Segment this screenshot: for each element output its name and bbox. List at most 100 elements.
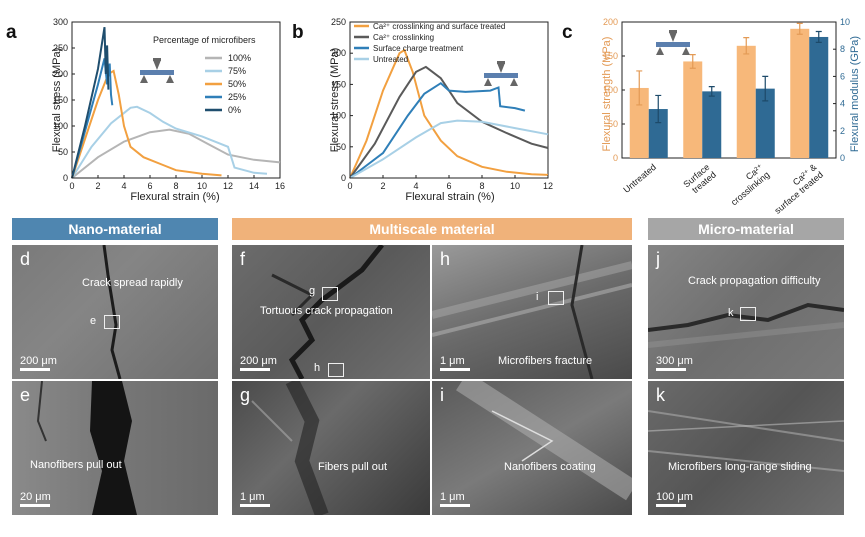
error-bar xyxy=(655,94,662,124)
caption-j: Crack propagation difficulty xyxy=(688,275,821,287)
y-tick-label: 150 xyxy=(53,95,68,105)
panel-label-c: c xyxy=(562,22,573,43)
zoom-box-label: e xyxy=(90,315,97,327)
y-tick-label: 100 xyxy=(53,121,68,131)
three-point-bending-icon xyxy=(140,58,174,83)
y-tick-label: 200 xyxy=(53,69,68,79)
error-bar xyxy=(762,75,769,102)
y-tick-label-right: 8 xyxy=(840,44,845,54)
panel-label-j: j xyxy=(656,249,660,269)
legend-label: Untreated xyxy=(373,55,408,64)
fiber-texture xyxy=(648,410,844,472)
caption-i: Nanofibers coating xyxy=(504,461,596,473)
fiber-texture xyxy=(456,381,632,501)
y-tick-label: 300 xyxy=(53,17,68,27)
y-tick-label-right: 4 xyxy=(840,99,845,109)
y-tick-label-left: 100 xyxy=(603,85,618,95)
chart-c: c 0 50 100 150 200 0 2 4 6 8 10 Untreated Surfacetr… xyxy=(562,17,861,215)
zoom-box-h xyxy=(328,363,344,377)
caption-g: Fibers pull out xyxy=(318,461,388,473)
panel-label-i: i xyxy=(440,385,444,405)
three-point-bending-icon xyxy=(484,61,518,86)
legend-label: Ca²⁺ crosslinking and surface treated xyxy=(373,22,505,31)
scale-bar: 1 μm xyxy=(240,491,270,507)
series-line-1 xyxy=(71,105,268,179)
error-bar xyxy=(815,30,822,43)
series-line-0 xyxy=(349,48,549,179)
panel-label-d: d xyxy=(20,249,31,269)
zoom-box-k xyxy=(740,307,756,321)
caption-d: Crack spread rapidly xyxy=(82,277,183,289)
x-tick-label: 0 xyxy=(69,181,74,191)
scale-bar: 100 μm xyxy=(656,491,693,507)
scale-bar: 200 μm xyxy=(240,355,277,371)
legend-label: 0% xyxy=(228,105,241,115)
bar-modulus-1 xyxy=(702,91,722,158)
x-axis-label: Flexural strain (%) xyxy=(130,191,219,203)
series-line-1 xyxy=(349,65,549,179)
x-tick-label: 14 xyxy=(249,181,259,191)
x-tick-label: 2 xyxy=(95,181,100,191)
y-tick-label: 50 xyxy=(336,142,346,152)
three-point-bending-icon xyxy=(656,30,690,55)
y-tick-label-right: 10 xyxy=(840,17,850,27)
x-tick-label: 0 xyxy=(347,181,352,191)
x-tick-label: 2 xyxy=(380,181,385,191)
banner-nano: Nano-material xyxy=(12,218,218,240)
zoom-box-label: k xyxy=(728,307,734,319)
scale-bar: 200 μm xyxy=(20,355,57,371)
bar-strength-2 xyxy=(736,45,756,158)
caption-k: Microfibers long-range sliding xyxy=(668,461,812,473)
series-line-0 xyxy=(71,128,281,179)
banner-micro: Micro-material xyxy=(648,218,844,240)
zoom-box-label: h xyxy=(314,362,321,374)
scale-bar: 1 μm xyxy=(440,491,470,507)
panel-label-g: g xyxy=(240,385,251,405)
y-axis-label: Flexural stress (MPa) xyxy=(51,48,63,153)
panel-label-f: f xyxy=(240,249,246,269)
x-tick-label: 10 xyxy=(510,181,520,191)
sem-panel-i: i Nanofibers coating 1 μm xyxy=(432,381,632,515)
caption-h: Microfibers fracture xyxy=(498,355,593,367)
legend-label: Ca²⁺ crosslinking xyxy=(373,33,434,42)
y-tick-label: 200 xyxy=(331,48,346,58)
crack-texture xyxy=(271,245,384,379)
error-bar xyxy=(796,22,803,35)
banner-multiscale: Multiscale material xyxy=(232,218,632,240)
series-line-2 xyxy=(71,69,222,179)
y-tick-label: 250 xyxy=(53,43,68,53)
zoom-box-label: i xyxy=(536,291,539,303)
category-label: Ca²⁺ &surface treated xyxy=(766,162,825,215)
crack-texture xyxy=(36,381,137,515)
legend-label: 25% xyxy=(228,92,246,102)
sem-panel-e: e Nanofibers pull out 20 μm xyxy=(12,381,218,515)
error-bar xyxy=(636,70,643,106)
y-tick-label-left: 150 xyxy=(603,51,618,61)
y-tick-label: 0 xyxy=(63,173,68,183)
legend-label: Surface charge treatment xyxy=(373,44,464,53)
error-bar xyxy=(743,37,750,55)
x-tick-label: 10 xyxy=(197,181,207,191)
x-tick-label: 6 xyxy=(446,181,451,191)
bar-strength-0 xyxy=(629,87,649,158)
legend-label: 75% xyxy=(228,66,246,76)
zoom-box-e xyxy=(104,315,120,329)
y-tick-label: 100 xyxy=(331,111,346,121)
y-tick-label: 150 xyxy=(331,79,346,89)
bar-modulus-0 xyxy=(648,109,668,158)
series-line-3 xyxy=(349,119,549,179)
y-tick-label: 0 xyxy=(341,173,346,183)
scale-bar: 20 μm xyxy=(20,491,51,507)
x-tick-label: 8 xyxy=(173,181,178,191)
caption-e: Nanofibers pull out xyxy=(30,459,122,471)
chart-a: a 0 2 4 6 8 10 12 14 16 0 50 100 150 200 250 300 Flexur… xyxy=(6,17,285,203)
sem-panel-k: k Microfibers long-range sliding 100 μm xyxy=(648,381,844,515)
legend-label: 50% xyxy=(228,79,246,89)
y-tick-label-left: 0 xyxy=(613,153,618,163)
y-tick-label-right: 2 xyxy=(840,126,845,136)
panel-label-h: h xyxy=(440,249,451,269)
y-axis-label-right: Flexural modulus (GPa) xyxy=(849,36,861,152)
zoom-box-i xyxy=(548,291,564,305)
sem-panel-g: g Fibers pull out 1 μm xyxy=(232,381,430,515)
error-bar xyxy=(689,54,696,69)
